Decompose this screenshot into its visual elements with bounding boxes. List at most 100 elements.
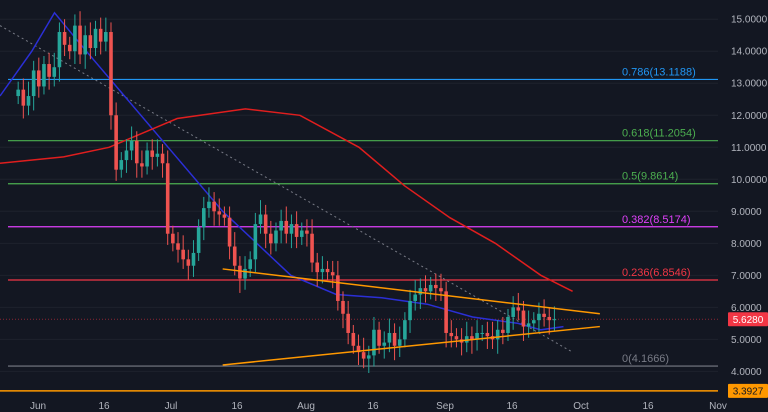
candle-body xyxy=(521,310,526,327)
candle-body xyxy=(320,268,325,273)
time-tick-label: 16 xyxy=(506,401,518,412)
candle-body xyxy=(310,233,314,263)
triangle-pattern[interactable] xyxy=(222,268,600,366)
fib-level-label: 0.5(9.8614) xyxy=(622,171,678,183)
candle-body xyxy=(181,249,185,260)
candle-body xyxy=(382,342,387,346)
moving-average-fast xyxy=(0,11,564,331)
candle-body xyxy=(83,35,88,55)
candle-body xyxy=(542,313,546,317)
candle-body xyxy=(341,300,345,314)
candle-body xyxy=(516,307,521,311)
candle-body xyxy=(243,268,247,279)
candle-body xyxy=(124,150,129,161)
fib-level-label: 0(4.1666) xyxy=(622,353,669,365)
candle-body xyxy=(356,345,361,353)
candle-body xyxy=(165,163,170,234)
price-tag-label: 3.3927 xyxy=(733,386,764,397)
candle-body xyxy=(299,230,304,237)
candle-body xyxy=(16,89,20,97)
candle-body xyxy=(346,313,350,333)
price-tag-label: 5.6280 xyxy=(733,315,764,326)
price-tick-label: 8.0000 xyxy=(731,239,762,250)
candle-body xyxy=(207,201,211,209)
candle-body xyxy=(501,329,505,333)
candle-body xyxy=(305,230,309,234)
triangle-lower-line[interactable] xyxy=(222,325,600,366)
candle-body xyxy=(392,332,397,346)
candle-body xyxy=(134,140,139,164)
price-tick-label: 11.0000 xyxy=(731,143,767,154)
candle-body xyxy=(428,284,433,292)
time-tick-label: Oct xyxy=(573,401,589,412)
candle-body xyxy=(263,214,268,234)
time-tick-label: Aug xyxy=(297,401,315,412)
candle-body xyxy=(336,275,340,301)
candle-body xyxy=(145,150,149,167)
candle-body xyxy=(31,70,36,97)
fibonacci-retracement[interactable]: 0.786(13.1188) 0.618(11.2054) 0.5(9.8614) 0… xyxy=(0,66,718,392)
candle-body xyxy=(98,28,103,42)
candle-body xyxy=(403,320,407,340)
fib-level-label: 0.236(6.8546) xyxy=(622,267,691,279)
candle-body xyxy=(480,332,485,334)
time-tick-label: 16 xyxy=(98,401,110,412)
candle-body xyxy=(377,329,381,346)
candle-body xyxy=(372,329,376,356)
candle-body xyxy=(104,32,108,42)
candle-body xyxy=(57,32,62,68)
candle-body xyxy=(222,214,227,218)
time-tick-label: 16 xyxy=(231,401,243,412)
price-tag-box xyxy=(728,383,768,398)
price-tick-label: 13.0000 xyxy=(731,79,768,90)
candle-body xyxy=(537,313,541,321)
candle-body xyxy=(150,150,155,157)
price-axis[interactable]: 15.0000 14.0000 13.0000 12.0000 11.0000 10.00… xyxy=(718,0,768,412)
price-tick-label: 14.0000 xyxy=(731,47,768,58)
time-tick-label: Sep xyxy=(436,401,454,412)
candle-body xyxy=(418,288,423,295)
candle-body xyxy=(511,307,515,317)
grid xyxy=(0,18,718,372)
moving-averages xyxy=(0,11,573,331)
candle-body xyxy=(485,332,490,337)
candle-body xyxy=(361,352,366,359)
candle-body xyxy=(258,214,263,225)
candles xyxy=(16,11,557,373)
candle-body xyxy=(26,96,31,106)
candle-body xyxy=(253,224,258,260)
candle-body xyxy=(439,288,443,292)
candle-body xyxy=(506,316,510,333)
candle-body xyxy=(217,211,222,215)
price-tag-box xyxy=(728,312,768,327)
candle-body xyxy=(325,268,330,273)
time-tick-label: Nov xyxy=(709,401,727,412)
fib-level-label: 0.786(13.1188) xyxy=(622,66,696,78)
candle-body xyxy=(119,160,124,170)
candle-body xyxy=(444,291,448,333)
candle-body xyxy=(274,230,278,244)
candle-body xyxy=(78,25,82,55)
time-axis[interactable]: Jun 16 Jul 16 Aug 16 Sep 16 Oct 16 Nov xyxy=(0,397,768,412)
candle-body xyxy=(109,32,113,116)
candle-body xyxy=(248,259,252,269)
time-tick-label: 16 xyxy=(642,401,654,412)
candle-body xyxy=(366,355,371,359)
candle-body xyxy=(434,284,438,289)
price-tick-label: 9.0000 xyxy=(731,207,762,218)
triangle-upper-line[interactable] xyxy=(222,268,600,315)
candle-body xyxy=(196,227,201,253)
time-axis-bg xyxy=(0,397,768,412)
candle-body xyxy=(73,25,77,52)
price-tick-label: 5.0000 xyxy=(731,335,762,346)
price-tick-label: 7.0000 xyxy=(731,271,762,282)
candle-body xyxy=(279,220,283,231)
candle-body xyxy=(67,44,72,52)
candle-body xyxy=(155,153,160,157)
candle-body xyxy=(315,262,320,273)
candle-body xyxy=(413,294,417,301)
candle-body xyxy=(294,224,299,237)
fib-level-label: 0.382(8.5174) xyxy=(622,214,691,226)
candle-body xyxy=(454,336,459,340)
